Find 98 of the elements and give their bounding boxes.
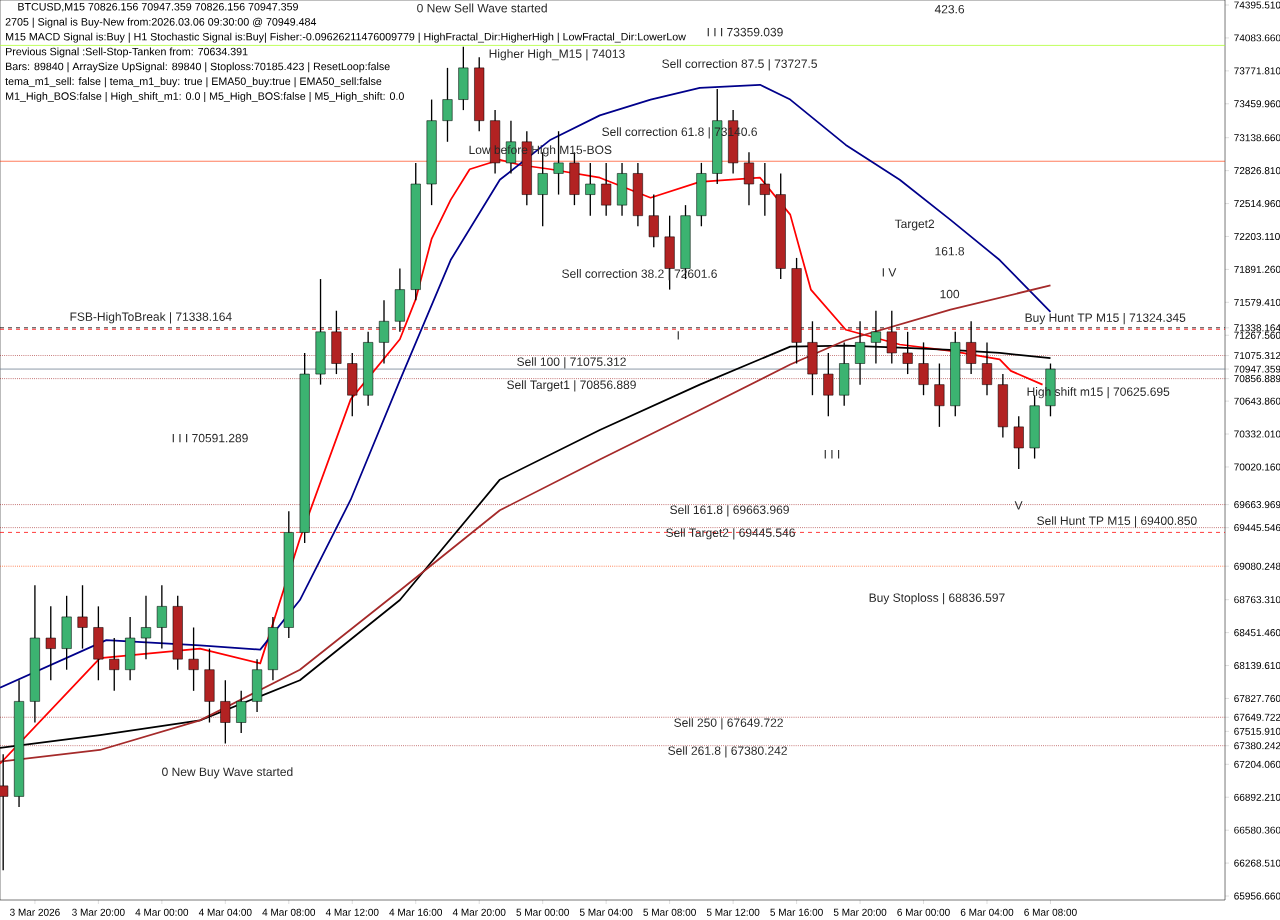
x-tick-label: 4 Mar 08:00 [262, 908, 316, 916]
y-tick-label: 72203.110 [1234, 232, 1280, 241]
y-tick-label: 72826.810 [1234, 167, 1280, 175]
annotation: Buy Hunt TP M15 | 71324.345 [1025, 313, 1186, 325]
x-tick-label: 3 Mar 20:00 [72, 908, 125, 916]
y-tick-label: 73138.660 [1234, 134, 1280, 142]
y-tick-label: 71267.560 [1234, 331, 1280, 339]
annotation: Sell 161.8 | 69663.969 [670, 505, 789, 517]
candlestick [140, 595, 152, 660]
x-tick-label: 5 Mar 16:00 [770, 908, 823, 916]
annotation: Sell 100 | 71075.312 [517, 357, 626, 369]
annotation: Bars: 89840 | ArraySize UpSignal: 89840 | Stoploss:70185.423 | ResetLoop:false [6, 62, 390, 73]
y-tick-label: 66580.360 [1234, 826, 1280, 834]
candlestick [109, 637, 120, 692]
y-tick-label: 69445.546 [1234, 524, 1280, 532]
x-tick-label: 6 Mar 04:00 [960, 908, 1014, 916]
y-tick-label: 67827.760 [1234, 694, 1280, 703]
x-tick-label: 4 Mar 20:00 [452, 908, 506, 916]
candlestick [648, 193, 659, 249]
candlestick [934, 362, 945, 428]
y-tick-label: 71338.164 [1234, 324, 1280, 332]
y-tick-label: 71075.312 [1234, 352, 1280, 360]
y-tick-label: 67204.060 [1234, 760, 1280, 768]
chart-title: BTCUSD,M15 70826.156 70947.359 70826.156 70947.359 [18, 2, 298, 12]
annotation: Buy Stoploss | 68836.597 [869, 593, 1005, 605]
annotation: M15 MACD Signal is:Buy | H1 Stochastic Signal is:Buy| Fisher:-0.09626211476009779 | HighFractal_Dir:HigherHigh | LowFractal_Dir:LowerLow [6, 32, 686, 43]
x-tick-label: 4 Mar 00:00 [135, 908, 189, 916]
y-tick-label: 70332.010 [1234, 430, 1280, 438]
y-tick-label: 74083.660 [1234, 34, 1280, 42]
annotation: Sell Target2 | 69445.546 [666, 528, 795, 540]
annotation: I V [882, 268, 897, 277]
candlestick [601, 162, 612, 217]
y-tick-label: 68763.310 [1234, 596, 1280, 604]
y-tick-label: 70643.860 [1234, 397, 1280, 405]
annotation: Sell 250 | 67649.722 [674, 718, 783, 730]
y-tick-label: 72514.960 [1234, 200, 1280, 208]
y-tick-label: 70947.359 [1234, 365, 1280, 373]
candlestick [45, 605, 56, 681]
candlestick [220, 679, 231, 745]
annotation: Sell correction 87.5 | 73727.5 [662, 59, 817, 71]
x-tick-label: 5 Mar 00:00 [516, 908, 569, 916]
y-tick-label: 73459.960 [1234, 100, 1280, 108]
x-tick-label: 4 Mar 16:00 [389, 908, 443, 916]
candlestick [442, 67, 453, 143]
y-tick-label: 73771.810 [1234, 67, 1280, 75]
annotation: I I I 70591.289 [172, 433, 248, 443]
y-tick-label: 69663.969 [1234, 501, 1280, 509]
candlestick [759, 162, 770, 217]
annotation: FSB-HighToBreak | 71338.164 [70, 312, 232, 324]
annotation: I [677, 331, 679, 340]
y-tick-label: 71891.260 [1234, 265, 1280, 273]
y-tick-label: 66268.510 [1234, 859, 1280, 867]
annotation: Sell 261.8 | 67380.242 [668, 746, 787, 758]
y-tick-label: 71579.410 [1234, 298, 1280, 306]
y-tick-label: 66892.210 [1234, 793, 1280, 801]
x-tick-label: 6 Mar 08:00 [1024, 908, 1077, 916]
annotation: 0 New Buy Wave started [162, 767, 293, 779]
annotation: V [1014, 501, 1023, 510]
x-tick-label: 3 Mar 2026 [9, 908, 60, 916]
candlestick [585, 162, 596, 217]
y-tick-label: 67380.242 [1234, 742, 1280, 750]
annotation: 423.6 [934, 4, 965, 14]
candlestick [188, 626, 199, 692]
x-tick-label: 5 Mar 12:00 [706, 908, 760, 916]
candlestick [236, 690, 247, 734]
candlestick [743, 151, 755, 206]
y-tick-label: 68451.460 [1234, 629, 1280, 637]
x-tick-label: 6 Mar 00:00 [897, 908, 950, 916]
annotation: 161.8 [935, 246, 965, 256]
annotation: I I I 73359.039 [707, 27, 783, 37]
x-tick-label: 4 Mar 04:00 [198, 908, 252, 916]
annotation: 2705 | Signal is Buy-New from:2026.03.06 09:30:00 @ 70949.484 [5, 17, 317, 28]
x-tick-label: 5 Mar 04:00 [579, 908, 633, 916]
candlestick [156, 584, 167, 650]
annotation: Higher High_M15 | 74013 [489, 49, 625, 61]
candlestick [823, 352, 834, 417]
y-tick-label: 70856.889 [1234, 375, 1280, 383]
x-tick-label: 5 Mar 08:00 [643, 908, 696, 916]
y-tick-label: 67649.722 [1234, 713, 1280, 721]
x-tick-label: 4 Mar 12:00 [325, 908, 379, 916]
x-tick-label: 5 Mar 20:00 [833, 908, 887, 916]
annotation: I I I [824, 450, 840, 459]
candlestick [1013, 415, 1024, 470]
y-tick-label: 70020.160 [1234, 463, 1280, 471]
y-tick-label: 65956.660 [1234, 892, 1280, 900]
annotation: tema_m1_sell: false | tema_m1_buy: true | EMA50_buy:true | EMA50_sell:false [5, 77, 382, 88]
annotation: Sell Hunt TP M15 | 69400.850 [1037, 516, 1197, 528]
annotation: Sell Target1 | 70856.889 [507, 380, 636, 392]
y-tick-label: 74395.510 [1234, 1, 1280, 9]
y-tick-label: 69080.248 [1234, 562, 1280, 570]
annotation: 100 [940, 289, 960, 299]
annotation: M1_High_BOS:false | High_shift_m1: 0.0 | M5_High_BOS:false | M5_High_shift: 0.0 [6, 92, 404, 103]
candlestick [77, 584, 88, 650]
y-tick-label: 68139.610 [1234, 661, 1280, 670]
annotation: 0 New Sell Wave started [417, 3, 547, 13]
annotation: Previous Signal :Sell-Stop-Tanken from: 70634.391 [6, 47, 248, 58]
y-tick-label: 67515.910 [1234, 727, 1280, 735]
annotation: Target2 [894, 219, 935, 231]
